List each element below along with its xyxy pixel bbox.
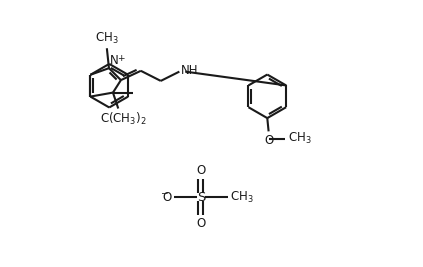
Text: −: − bbox=[160, 188, 168, 197]
Text: O: O bbox=[196, 164, 206, 177]
Text: O: O bbox=[196, 217, 206, 230]
Text: CH$_3$: CH$_3$ bbox=[95, 31, 119, 46]
Text: C(CH$_3$)$_2$: C(CH$_3$)$_2$ bbox=[100, 111, 147, 127]
Text: O: O bbox=[162, 191, 172, 204]
Text: +: + bbox=[117, 54, 124, 63]
Text: CH$_3$: CH$_3$ bbox=[288, 131, 312, 146]
Text: CH$_3$: CH$_3$ bbox=[230, 190, 254, 205]
Text: O: O bbox=[264, 134, 273, 147]
Text: S: S bbox=[197, 191, 205, 204]
Text: N: N bbox=[110, 54, 119, 67]
Text: NH: NH bbox=[181, 64, 198, 77]
